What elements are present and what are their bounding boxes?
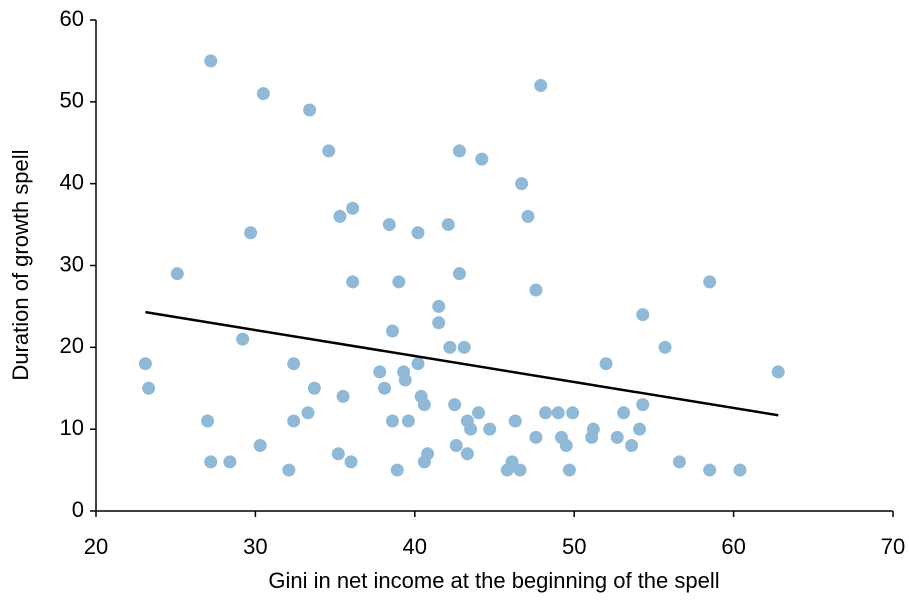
y-tick-label: 60 xyxy=(60,6,84,31)
point xyxy=(223,455,237,469)
point xyxy=(460,447,474,461)
point xyxy=(303,103,317,117)
point xyxy=(505,455,519,469)
point xyxy=(322,144,336,158)
point xyxy=(610,430,624,444)
point xyxy=(551,406,565,420)
y-tick-label: 40 xyxy=(60,169,84,194)
y-tick-label: 10 xyxy=(60,415,84,440)
point xyxy=(599,357,613,371)
point xyxy=(142,381,156,395)
point xyxy=(373,365,387,379)
x-tick-label: 60 xyxy=(721,534,745,559)
point xyxy=(733,463,747,477)
point xyxy=(521,209,535,223)
point xyxy=(636,398,650,412)
point xyxy=(457,340,471,354)
point xyxy=(346,201,360,215)
point xyxy=(346,275,360,289)
y-axis-label: Duration of growth spell xyxy=(8,149,33,380)
point xyxy=(452,144,466,158)
point xyxy=(452,267,466,281)
point xyxy=(417,398,431,412)
point xyxy=(475,152,489,166)
point xyxy=(236,332,250,346)
point xyxy=(307,381,321,395)
point xyxy=(253,439,267,453)
point xyxy=(529,283,543,297)
point xyxy=(562,463,576,477)
point xyxy=(472,406,486,420)
point xyxy=(421,447,435,461)
point xyxy=(658,340,672,354)
point xyxy=(771,365,785,379)
point xyxy=(301,406,315,420)
x-tick-label: 40 xyxy=(403,534,427,559)
point xyxy=(390,463,404,477)
point xyxy=(385,414,399,428)
point xyxy=(515,177,529,191)
x-axis-label: Gini in net income at the beginning of t… xyxy=(268,568,719,593)
point xyxy=(513,463,527,477)
point xyxy=(170,267,184,281)
point xyxy=(483,422,497,436)
point xyxy=(443,340,457,354)
point xyxy=(411,357,425,371)
point xyxy=(672,455,686,469)
point xyxy=(392,275,406,289)
point xyxy=(432,316,446,330)
y-tick-label: 20 xyxy=(60,333,84,358)
point xyxy=(617,406,631,420)
point xyxy=(256,87,270,101)
point xyxy=(411,226,425,240)
point xyxy=(529,430,543,444)
trend-line xyxy=(145,310,779,417)
y-tick-label: 30 xyxy=(60,251,84,276)
point xyxy=(636,308,650,322)
point xyxy=(378,381,392,395)
y-tick-label: 50 xyxy=(60,88,84,113)
point xyxy=(464,422,478,436)
point xyxy=(336,389,350,403)
point xyxy=(539,406,553,420)
point xyxy=(287,357,301,371)
point xyxy=(385,324,399,338)
point xyxy=(559,439,573,453)
point xyxy=(441,218,455,232)
point xyxy=(625,439,639,453)
point xyxy=(508,414,522,428)
point xyxy=(204,455,218,469)
point xyxy=(201,414,215,428)
point xyxy=(703,463,717,477)
x-tick-label: 70 xyxy=(881,534,905,559)
point xyxy=(534,78,548,92)
y-tick-label: 0 xyxy=(72,497,84,522)
point xyxy=(448,398,462,412)
point xyxy=(586,422,600,436)
point xyxy=(331,447,345,461)
point xyxy=(382,218,396,232)
point xyxy=(333,209,347,223)
point xyxy=(204,54,218,68)
x-tick-label: 50 xyxy=(562,534,586,559)
point xyxy=(398,373,412,387)
point xyxy=(282,463,296,477)
point xyxy=(432,299,446,313)
point xyxy=(287,414,301,428)
point xyxy=(401,414,415,428)
point xyxy=(244,226,258,240)
point xyxy=(633,422,647,436)
x-tick-label: 30 xyxy=(243,534,267,559)
point xyxy=(566,406,580,420)
point xyxy=(449,439,463,453)
point xyxy=(138,357,152,371)
point xyxy=(344,455,358,469)
point xyxy=(703,275,717,289)
x-tick-label: 20 xyxy=(84,534,108,559)
